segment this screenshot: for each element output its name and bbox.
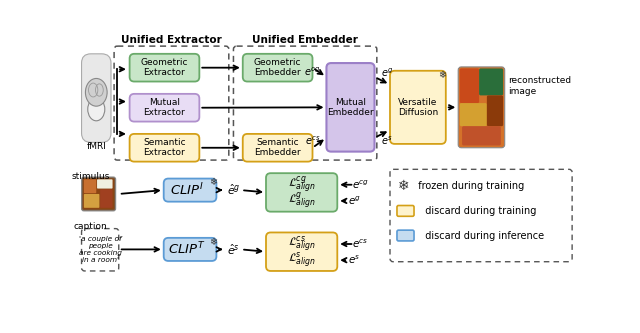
FancyBboxPatch shape — [129, 54, 199, 82]
Text: Unified Embedder: Unified Embedder — [252, 35, 358, 45]
Text: frozen during training: frozen during training — [412, 181, 524, 191]
FancyBboxPatch shape — [266, 232, 337, 271]
FancyBboxPatch shape — [479, 69, 503, 95]
Text: caption: caption — [74, 222, 108, 231]
Text: $\mathcal{L}^{cs}_{align}$: $\mathcal{L}^{cs}_{align}$ — [287, 234, 316, 254]
FancyBboxPatch shape — [462, 126, 501, 146]
FancyBboxPatch shape — [164, 178, 216, 202]
FancyBboxPatch shape — [460, 69, 479, 103]
Text: Versatile
Diffusion: Versatile Diffusion — [398, 98, 438, 117]
Text: Semantic
Extractor: Semantic Extractor — [143, 138, 186, 158]
Text: $\hat{e}^s$: $\hat{e}^s$ — [227, 242, 240, 257]
Text: $e^{s}$: $e^{s}$ — [381, 135, 392, 147]
FancyBboxPatch shape — [487, 95, 503, 126]
Text: $e^{g}$: $e^{g}$ — [381, 67, 393, 79]
FancyBboxPatch shape — [266, 173, 337, 212]
FancyBboxPatch shape — [390, 71, 446, 144]
Text: $\mathcal{L}^{s}_{align}$: $\mathcal{L}^{s}_{align}$ — [287, 250, 316, 270]
FancyBboxPatch shape — [458, 67, 505, 148]
FancyBboxPatch shape — [97, 179, 113, 188]
Text: Unified Extractor: Unified Extractor — [121, 35, 222, 45]
Text: $e^{cg}$: $e^{cg}$ — [304, 66, 320, 79]
Text: $\mathcal{L}^{g}_{align}$: $\mathcal{L}^{g}_{align}$ — [287, 190, 316, 211]
Text: Mutual
Extractor: Mutual Extractor — [143, 98, 186, 118]
FancyBboxPatch shape — [397, 205, 414, 216]
Ellipse shape — [88, 98, 105, 121]
FancyBboxPatch shape — [129, 134, 199, 162]
Text: discard during training: discard during training — [419, 206, 537, 216]
FancyBboxPatch shape — [100, 189, 113, 208]
Text: ❄: ❄ — [209, 177, 218, 187]
FancyBboxPatch shape — [83, 178, 114, 209]
Text: Geometric
Embedder: Geometric Embedder — [254, 58, 301, 77]
Text: ❄: ❄ — [398, 179, 410, 193]
FancyBboxPatch shape — [129, 94, 199, 122]
Text: stimulus: stimulus — [72, 171, 110, 180]
Text: $e^{g}$: $e^{g}$ — [348, 195, 361, 207]
Text: reconstructed
image: reconstructed image — [509, 77, 572, 96]
Text: $e^{s}$: $e^{s}$ — [348, 254, 360, 266]
FancyBboxPatch shape — [81, 177, 116, 211]
Text: $e^{cs}$: $e^{cs}$ — [305, 135, 320, 147]
FancyBboxPatch shape — [243, 54, 312, 82]
Text: fMRI: fMRI — [86, 142, 106, 151]
Text: discard during inference: discard during inference — [419, 230, 545, 240]
FancyBboxPatch shape — [84, 179, 96, 193]
Text: $e^{cs}$: $e^{cs}$ — [352, 238, 369, 250]
FancyBboxPatch shape — [460, 103, 487, 126]
Text: $\mathcal{L}^{cg}_{align}$: $\mathcal{L}^{cg}_{align}$ — [287, 174, 316, 195]
Ellipse shape — [85, 79, 107, 106]
FancyBboxPatch shape — [164, 238, 216, 261]
FancyBboxPatch shape — [84, 194, 99, 208]
FancyBboxPatch shape — [326, 63, 374, 152]
Text: Geometric
Extractor: Geometric Extractor — [141, 58, 188, 77]
FancyBboxPatch shape — [243, 134, 312, 162]
Text: $CLIP^T$: $CLIP^T$ — [168, 241, 206, 258]
Text: $\hat{e}^g$: $\hat{e}^g$ — [227, 183, 240, 197]
FancyBboxPatch shape — [397, 230, 414, 241]
Text: ❄: ❄ — [209, 237, 218, 247]
Text: Semantic
Embedder: Semantic Embedder — [254, 138, 301, 158]
Text: Mutual
Embedder: Mutual Embedder — [327, 98, 374, 117]
Text: ❄: ❄ — [438, 70, 447, 80]
Text: 'a couple of
people
are cooking
in a room': 'a couple of people are cooking in a roo… — [79, 236, 122, 263]
FancyBboxPatch shape — [81, 54, 111, 143]
Text: $CLIP^I$: $CLIP^I$ — [170, 182, 204, 198]
Text: $e^{cg}$: $e^{cg}$ — [352, 178, 369, 191]
